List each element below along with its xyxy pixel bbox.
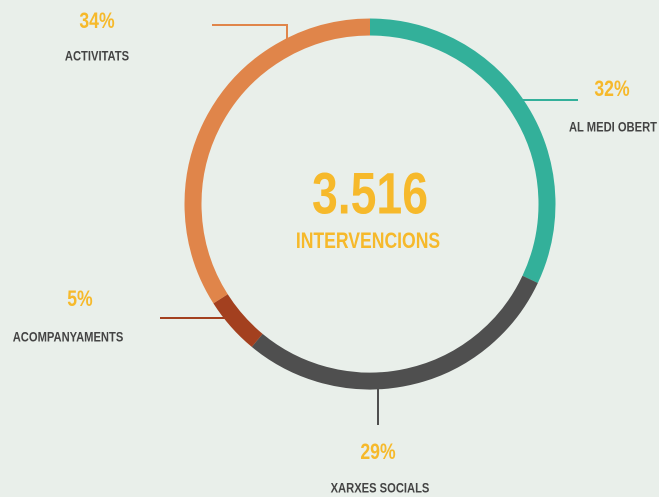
value-label: 32% bbox=[594, 77, 629, 101]
category-label: XARXES SOCIALS bbox=[331, 481, 430, 496]
value-label: 34% bbox=[79, 9, 114, 33]
donut-segment bbox=[251, 275, 538, 390]
donut-segment bbox=[184, 18, 371, 304]
category-label: ACTIVITATS bbox=[65, 49, 129, 64]
category-label: ACOMPANYAMENTS bbox=[13, 330, 124, 345]
donut-segment bbox=[369, 18, 556, 283]
donut-segment bbox=[213, 294, 263, 347]
leader-line bbox=[212, 24, 288, 48]
center-label: INTERVENCIONS bbox=[296, 229, 440, 253]
value-label: 5% bbox=[67, 287, 93, 311]
value-label: 29% bbox=[360, 440, 395, 464]
center-value: 3.516 bbox=[312, 161, 428, 226]
category-label: AL MEDI OBERT bbox=[569, 120, 657, 135]
